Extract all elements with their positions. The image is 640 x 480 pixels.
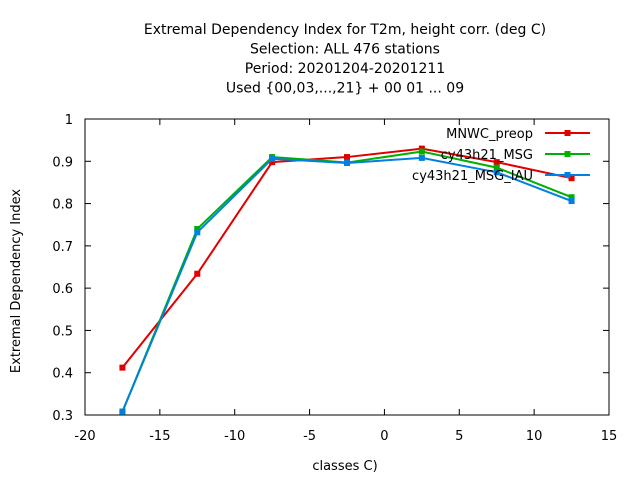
data-point (493, 169, 500, 176)
legend: MNWC_preop cy43h21_MSG cy43h21_MSG_IAU (412, 127, 590, 184)
x-tick-label: -10 (224, 429, 245, 444)
data-point (568, 175, 575, 182)
x-tick-label: -15 (149, 429, 170, 444)
data-point (119, 364, 126, 371)
legend-marker (564, 151, 571, 157)
legend-label: MNWC_preop (446, 127, 533, 142)
chart-title: Extremal Dependency Index for T2m, heigh… (144, 22, 546, 97)
y-tick-label: 0.3 (52, 409, 73, 424)
x-tick-label: -20 (74, 429, 95, 444)
data-point (119, 408, 126, 415)
data-point (568, 198, 575, 205)
series-cy43h21_MSG (119, 148, 575, 415)
legend-marker (564, 130, 571, 136)
y-tick-label: 0.8 (52, 198, 73, 213)
data-point (344, 154, 350, 161)
data-point (568, 194, 575, 201)
x-axis-label: classes C) (312, 459, 377, 474)
data-point (493, 159, 500, 166)
data-point (269, 159, 276, 166)
y-tick-label: 0.7 (52, 240, 73, 255)
data-point (493, 164, 500, 171)
data-point (194, 225, 201, 232)
data-point (344, 159, 350, 166)
legend-label: cy43h21_MSG_IAU (412, 169, 533, 184)
data-point (418, 154, 425, 161)
chart-title-line: Period: 20201204-20201211 (245, 61, 445, 77)
y-tick-label: 1 (65, 113, 73, 128)
y-axis-label: Extremal Dependency Index (9, 189, 24, 373)
y-tick-label: 0.9 (52, 155, 73, 170)
y-tick-label: 0.4 (52, 367, 73, 382)
data-point (269, 155, 276, 162)
series-cy43h21_MSG_IAU (119, 154, 575, 415)
x-tick-label: 5 (455, 429, 463, 444)
chart-title-line: Extremal Dependency Index for T2m, heigh… (144, 22, 546, 38)
legend-marker (564, 172, 571, 178)
x-tick-label: -5 (303, 429, 316, 444)
data-point (418, 148, 425, 155)
x-tick-label: 10 (526, 429, 543, 444)
y-axis: 0.3 0.4 0.5 0.6 0.7 0.8 0.9 1 (52, 113, 609, 424)
x-tick-label: 0 (380, 429, 388, 444)
x-tick-label: 15 (601, 429, 618, 444)
data-point (194, 270, 201, 277)
series-layer (119, 145, 575, 415)
chart-title-line: Used {00,03,...,21} + 00 01 ... 09 (226, 81, 464, 97)
data-point (194, 229, 201, 236)
y-tick-label: 0.6 (52, 282, 73, 297)
x-axis: -20 -15 -10 -5 0 5 10 15 (74, 119, 617, 444)
y-tick-label: 0.5 (52, 324, 73, 339)
chart-title-line: Selection: ALL 476 stations (250, 42, 440, 58)
series-line (121, 156, 572, 413)
legend-label: cy43h21_MSG (441, 148, 533, 163)
plot-frame (84, 118, 610, 416)
